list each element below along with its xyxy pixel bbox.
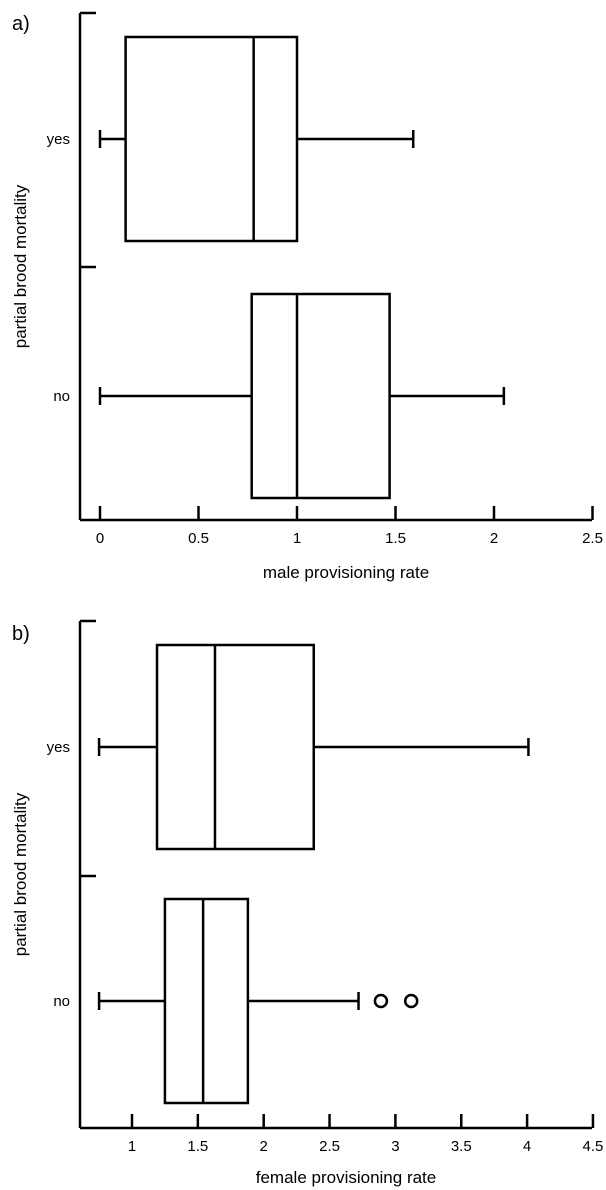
panel-b-category-label-no: no [53, 993, 70, 1010]
panel-b-label: b) [12, 623, 30, 645]
panel-a-x-tick-label: 2 [490, 530, 498, 547]
panel-a-x-tick-label: 1 [293, 530, 301, 547]
panel-b-x-tick-label: 4.5 [583, 1138, 604, 1155]
panel-b-x-tick-label: 3 [391, 1138, 399, 1155]
panel-b-x-tick-label: 3.5 [451, 1138, 472, 1155]
panel-a-category-label-no: no [53, 388, 70, 405]
panel-b-x-tick-label: 2.5 [319, 1138, 340, 1155]
panel-a-category-label-yes: yes [47, 131, 70, 148]
panel-a-x-tick-label: 0 [96, 530, 104, 547]
panel-a-x-tick-label: 1.5 [385, 530, 406, 547]
panel-b-box-no-outlier-point [373, 993, 389, 1009]
panel-b-x-tick-label: 1.5 [187, 1138, 208, 1155]
panel-b-y-axis-title: partial brood mortality [11, 792, 30, 956]
panel-b-x-tick-label: 4 [523, 1138, 531, 1155]
panel-a-y-axis-title: partial brood mortality [11, 184, 30, 348]
panel-a-label: a) [12, 13, 30, 35]
panel-a-x-axis-title: male provisioning rate [263, 563, 429, 582]
panel-a-x-tick-label: 2.5 [582, 530, 603, 547]
panel-a-x-tick-label: 0.5 [188, 530, 209, 547]
panel-b-x-axis-title: female provisioning rate [256, 1168, 436, 1187]
panel-b-box-no-outlier-point [403, 993, 419, 1009]
panel-b-x-tick-label: 1 [128, 1138, 136, 1155]
panel-a-box-yes-iqr-box [124, 35, 299, 243]
panel-b-category-label-yes: yes [47, 739, 70, 756]
panel-b-box-yes-iqr-box [155, 643, 315, 851]
panel-b-x-tick-label: 2 [260, 1138, 268, 1155]
panel-a-box-no-iqr-box [250, 292, 391, 500]
panel-b-box-no-iqr-box [163, 897, 250, 1105]
